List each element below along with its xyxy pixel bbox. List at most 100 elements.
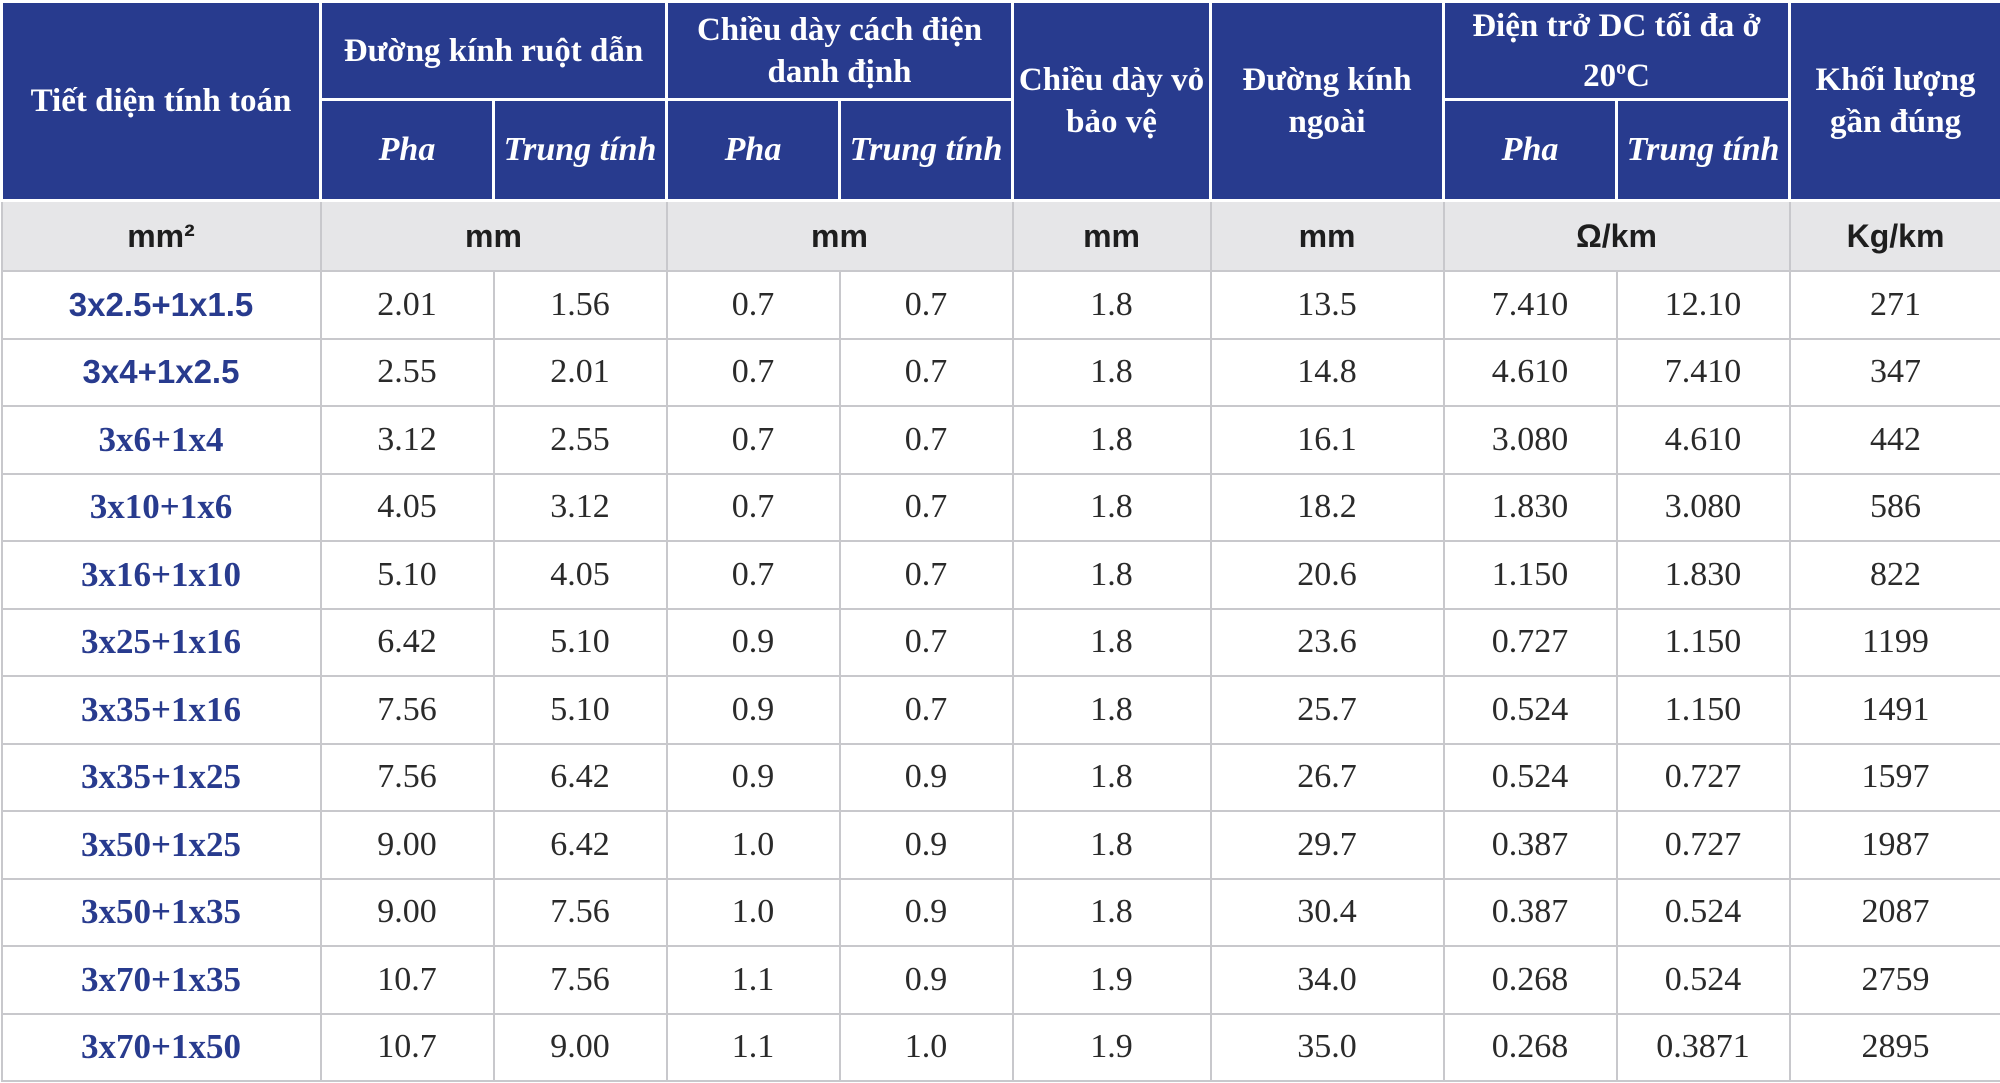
header-dc-resistance: Điện trở DC tối đa ở 20oC (1442, 0, 1792, 101)
cell-sheath: 1.8 (1011, 877, 1212, 947)
cell-sheath: 1.8 (1011, 405, 1212, 475)
cell-r-neutral: 0.727 (1615, 742, 1791, 812)
cell-section: 3x6+1x4 (0, 405, 322, 475)
cell-cd-neutral: 1.56 (492, 270, 668, 340)
unit-section: mm² (0, 199, 322, 272)
cell-ins-neutral: 0.7 (838, 337, 1014, 407)
cell-outer-diameter: 29.7 (1209, 810, 1445, 880)
header-ins-neutral: Trung tính (837, 98, 1015, 202)
cell-ins-phase: 0.7 (665, 405, 841, 475)
cell-r-neutral: 7.410 (1615, 337, 1791, 407)
header-insulation-thickness: Chiều dày cách điện danh định (664, 0, 1015, 101)
cell-r-neutral: 12.10 (1615, 270, 1791, 340)
cell-sheath: 1.9 (1011, 1012, 1212, 1082)
cell-section: 3x35+1x16 (0, 675, 322, 745)
cell-weight: 2895 (1788, 1012, 2000, 1082)
unit-approx-weight: Kg/km (1788, 199, 2000, 272)
cell-cd-phase: 4.05 (319, 472, 495, 542)
cell-ins-neutral: 0.7 (838, 270, 1014, 340)
cell-section: 3x35+1x25 (0, 742, 322, 812)
cell-ins-neutral: 0.7 (838, 472, 1014, 542)
dc-resistance-suffix: C (1626, 57, 1650, 94)
cell-cd-phase: 5.10 (319, 540, 495, 610)
cell-cd-phase: 10.7 (319, 1012, 495, 1082)
units-row: mm² mm mm mm mm Ω/km Kg/km (0, 199, 2000, 272)
unit-outer-diameter: mm (1209, 199, 1445, 272)
header-outer-diameter: Đường kính ngoài (1209, 0, 1446, 202)
degree-sup: o (1616, 56, 1627, 79)
header-ins-phase: Pha (665, 98, 841, 202)
table-row: 3x70+1x50 10.7 9.00 1.1 1.0 1.9 35.0 0.268 0.387… (0, 1012, 2000, 1082)
table-row: 3x50+1x25 9.00 6.42 1.0 0.9 1.8 29.7 0.387 0.727… (0, 810, 2000, 880)
cell-cd-neutral: 5.10 (492, 675, 668, 745)
unit-dc-resistance: Ω/km (1442, 199, 1791, 272)
cell-cd-neutral: 6.42 (492, 810, 668, 880)
cell-r-phase: 7.410 (1442, 270, 1618, 340)
cell-r-neutral: 3.080 (1615, 472, 1791, 542)
cell-r-neutral: 1.150 (1615, 607, 1791, 677)
cell-r-phase: 0.268 (1442, 945, 1618, 1015)
cell-weight: 1199 (1788, 607, 2000, 677)
cell-weight: 442 (1788, 405, 2000, 475)
cell-sheath: 1.8 (1011, 675, 1212, 745)
header-cd-phase: Pha (319, 98, 495, 202)
cell-sheath: 1.8 (1011, 270, 1212, 340)
cell-section: 3x10+1x6 (0, 472, 322, 542)
cell-weight: 2759 (1788, 945, 2000, 1015)
cell-sheath: 1.9 (1011, 945, 1212, 1015)
cell-section: 3x16+1x10 (0, 540, 322, 610)
cell-r-neutral: 4.610 (1615, 405, 1791, 475)
cell-outer-diameter: 18.2 (1209, 472, 1445, 542)
cell-outer-diameter: 23.6 (1209, 607, 1445, 677)
cell-r-phase: 1.830 (1442, 472, 1618, 542)
header-conductor-diameter: Đường kính ruột dẫn (319, 0, 668, 101)
cell-section: 3x70+1x50 (0, 1012, 322, 1082)
cell-cd-neutral: 5.10 (492, 607, 668, 677)
cell-r-neutral: 1.150 (1615, 675, 1791, 745)
cell-r-phase: 0.268 (1442, 1012, 1618, 1082)
cell-sheath: 1.8 (1011, 337, 1212, 407)
cell-r-neutral: 0.524 (1615, 877, 1791, 947)
cell-cd-phase: 7.56 (319, 675, 495, 745)
header-section: Tiết diện tính toán (0, 0, 322, 202)
cell-weight: 271 (1788, 270, 2000, 340)
unit-sheath-thickness: mm (1011, 199, 1212, 272)
cell-r-phase: 1.150 (1442, 540, 1618, 610)
cell-cd-neutral: 2.55 (492, 405, 668, 475)
cell-ins-neutral: 0.9 (838, 742, 1014, 812)
cell-weight: 1987 (1788, 810, 2000, 880)
cell-cd-phase: 3.12 (319, 405, 495, 475)
cell-r-phase: 0.524 (1442, 742, 1618, 812)
cell-r-phase: 0.387 (1442, 810, 1618, 880)
cell-r-neutral: 1.830 (1615, 540, 1791, 610)
unit-insulation-thickness: mm (665, 199, 1014, 272)
table-row: 3x2.5+1x1.5 2.01 1.56 0.7 0.7 1.8 13.5 7.410 12.… (0, 270, 2000, 340)
cell-cd-neutral: 3.12 (492, 472, 668, 542)
dc-resistance-prefix: Điện trở DC tối đa ở 20 (1472, 7, 1761, 94)
cell-outer-diameter: 13.5 (1209, 270, 1445, 340)
cell-outer-diameter: 34.0 (1209, 945, 1445, 1015)
cell-cd-phase: 7.56 (319, 742, 495, 812)
cell-section: 3x25+1x16 (0, 607, 322, 677)
cell-r-phase: 0.524 (1442, 675, 1618, 745)
cell-r-neutral: 0.727 (1615, 810, 1791, 880)
header-approx-weight: Khối lượng gần đúng (1788, 0, 2000, 202)
cell-ins-phase: 0.7 (665, 540, 841, 610)
cell-outer-diameter: 16.1 (1209, 405, 1445, 475)
cell-ins-neutral: 0.7 (838, 405, 1014, 475)
cell-weight: 586 (1788, 472, 2000, 542)
cell-ins-phase: 0.9 (665, 607, 841, 677)
header-r-phase: Pha (1442, 98, 1619, 202)
table-row: 3x10+1x6 4.05 3.12 0.7 0.7 1.8 18.2 1.830 3.080 5… (0, 472, 2000, 542)
cell-cd-phase: 10.7 (319, 945, 495, 1015)
cell-section: 3x50+1x35 (0, 877, 322, 947)
cell-cd-neutral: 6.42 (492, 742, 668, 812)
cell-ins-phase: 1.1 (665, 945, 841, 1015)
cell-ins-neutral: 0.9 (838, 945, 1014, 1015)
table-row: 3x70+1x35 10.7 7.56 1.1 0.9 1.9 34.0 0.268 0.524… (0, 945, 2000, 1015)
cell-cd-phase: 9.00 (319, 877, 495, 947)
header-cd-neutral: Trung tính (492, 98, 668, 202)
table-row: 3x35+1x16 7.56 5.10 0.9 0.7 1.8 25.7 0.524 1.150… (0, 675, 2000, 745)
cell-ins-neutral: 1.0 (838, 1012, 1014, 1082)
